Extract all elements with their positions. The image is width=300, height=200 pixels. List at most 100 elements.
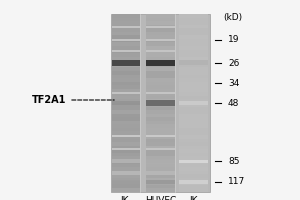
Bar bbox=[146, 139, 175, 142]
Bar bbox=[146, 149, 175, 153]
Bar bbox=[146, 60, 175, 64]
Bar bbox=[179, 171, 208, 174]
Bar bbox=[179, 71, 208, 75]
Bar bbox=[179, 14, 208, 192]
Bar bbox=[112, 167, 140, 171]
Bar bbox=[146, 171, 175, 174]
Bar bbox=[112, 178, 140, 181]
Bar bbox=[112, 114, 140, 117]
Bar bbox=[146, 128, 175, 131]
Bar bbox=[146, 39, 175, 41]
Bar bbox=[112, 171, 140, 174]
Bar bbox=[179, 121, 208, 124]
Bar bbox=[146, 25, 175, 28]
Bar bbox=[146, 46, 175, 50]
Bar bbox=[179, 57, 208, 60]
Bar bbox=[112, 21, 140, 25]
Bar bbox=[112, 39, 140, 42]
Bar bbox=[179, 96, 208, 99]
Bar bbox=[146, 71, 175, 75]
Bar bbox=[112, 180, 140, 184]
Bar bbox=[146, 121, 175, 124]
Bar bbox=[146, 153, 175, 156]
Bar bbox=[112, 89, 140, 92]
Bar bbox=[179, 18, 208, 21]
Bar bbox=[146, 135, 175, 137]
Bar bbox=[146, 89, 175, 92]
Bar bbox=[179, 114, 208, 117]
Bar bbox=[146, 18, 175, 21]
Bar bbox=[146, 42, 175, 46]
Bar bbox=[112, 159, 140, 163]
Bar bbox=[179, 82, 208, 85]
Bar bbox=[179, 131, 208, 135]
Bar bbox=[179, 42, 208, 46]
Text: 48: 48 bbox=[228, 98, 239, 108]
Bar bbox=[112, 60, 140, 64]
Bar bbox=[146, 26, 175, 28]
Bar bbox=[179, 128, 208, 131]
Bar bbox=[146, 159, 175, 163]
Text: 117: 117 bbox=[228, 178, 245, 186]
Bar bbox=[146, 142, 175, 146]
Bar bbox=[112, 60, 140, 66]
Bar bbox=[112, 160, 140, 164]
Bar bbox=[179, 142, 208, 146]
Bar bbox=[146, 50, 175, 53]
Bar bbox=[146, 92, 175, 94]
Bar bbox=[179, 149, 208, 153]
Bar bbox=[146, 131, 175, 135]
Bar bbox=[179, 28, 208, 32]
Bar bbox=[112, 121, 140, 124]
Bar bbox=[146, 14, 175, 18]
Bar bbox=[146, 99, 175, 103]
Bar bbox=[112, 75, 140, 78]
Bar bbox=[112, 85, 140, 89]
Bar bbox=[179, 25, 208, 28]
Text: HUVEC: HUVEC bbox=[145, 196, 176, 200]
Bar bbox=[146, 50, 175, 52]
Bar bbox=[112, 57, 140, 60]
Bar bbox=[112, 174, 140, 178]
Bar bbox=[112, 101, 140, 105]
Bar bbox=[112, 181, 140, 185]
Bar bbox=[112, 96, 140, 99]
Text: 85: 85 bbox=[228, 156, 239, 166]
Bar bbox=[112, 185, 140, 188]
Bar bbox=[146, 85, 175, 89]
Bar bbox=[146, 117, 175, 121]
Bar bbox=[179, 78, 208, 82]
Bar bbox=[112, 103, 140, 107]
Bar bbox=[146, 188, 175, 192]
Bar bbox=[179, 103, 208, 107]
Bar bbox=[179, 167, 208, 171]
Bar bbox=[146, 185, 175, 188]
Bar bbox=[179, 32, 208, 35]
Bar bbox=[179, 110, 208, 114]
Bar bbox=[146, 148, 175, 150]
Bar bbox=[146, 35, 175, 39]
Bar bbox=[179, 188, 208, 192]
Bar bbox=[112, 35, 140, 39]
Bar bbox=[146, 180, 175, 184]
Text: 19: 19 bbox=[228, 36, 239, 45]
Bar bbox=[146, 75, 175, 78]
Bar bbox=[179, 156, 208, 160]
Bar bbox=[146, 124, 175, 128]
Bar bbox=[179, 101, 208, 105]
Bar bbox=[179, 160, 208, 162]
Bar bbox=[112, 18, 140, 21]
Bar bbox=[146, 156, 175, 160]
Bar bbox=[179, 180, 208, 184]
Bar bbox=[179, 46, 208, 50]
Bar bbox=[146, 103, 175, 107]
Bar bbox=[179, 117, 208, 121]
Text: (kD): (kD) bbox=[223, 13, 242, 22]
Bar bbox=[112, 128, 140, 131]
Bar bbox=[112, 82, 140, 85]
Bar bbox=[146, 107, 175, 110]
Bar bbox=[112, 39, 140, 41]
Bar bbox=[112, 71, 140, 75]
Bar bbox=[112, 42, 140, 46]
Bar bbox=[112, 156, 140, 160]
